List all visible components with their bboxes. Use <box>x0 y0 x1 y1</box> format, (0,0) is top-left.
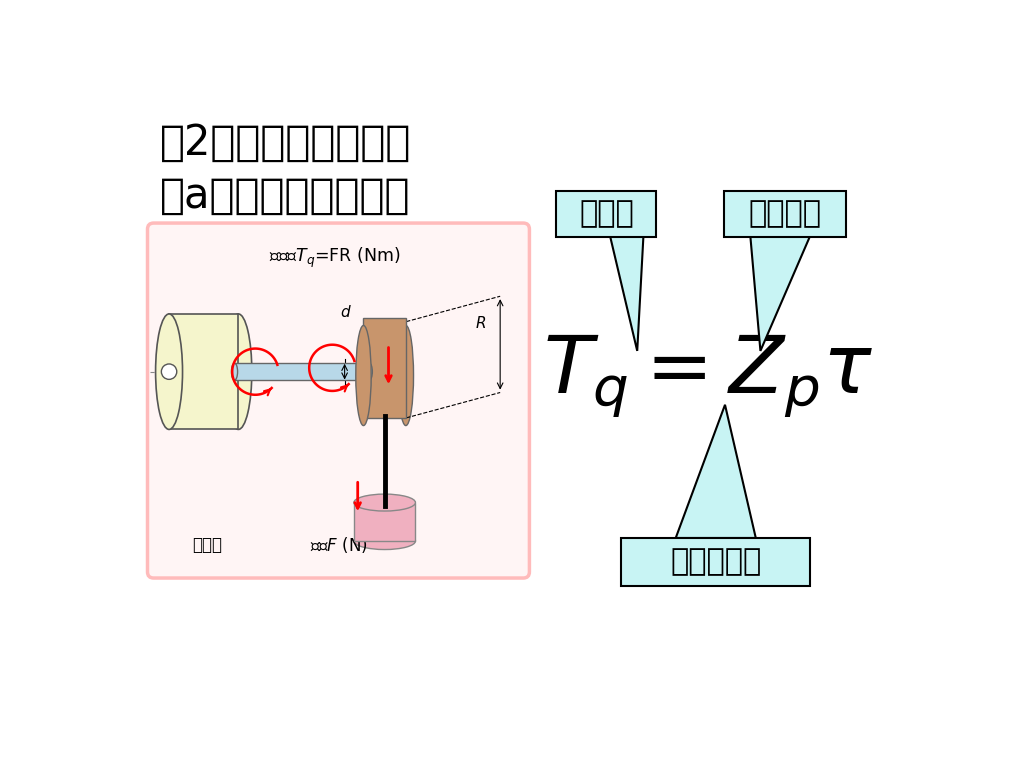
Polygon shape <box>610 237 643 351</box>
Text: せん断力: せん断力 <box>749 200 821 228</box>
Ellipse shape <box>398 326 414 425</box>
Ellipse shape <box>367 363 373 380</box>
Text: （2）　軸の強度計算: （2） 軸の強度計算 <box>160 121 412 164</box>
Bar <box>234 363 370 380</box>
Polygon shape <box>751 237 810 351</box>
FancyBboxPatch shape <box>724 190 846 237</box>
Ellipse shape <box>354 532 416 550</box>
Bar <box>354 502 416 541</box>
Text: （a）軸のねじれ荷重: （a）軸のねじれ荷重 <box>160 175 411 217</box>
Text: モータ: モータ <box>193 536 222 554</box>
Ellipse shape <box>354 494 416 511</box>
Ellipse shape <box>355 326 371 425</box>
Text: $d$: $d$ <box>340 304 352 320</box>
Ellipse shape <box>225 314 252 429</box>
FancyBboxPatch shape <box>556 190 656 237</box>
Circle shape <box>162 364 177 379</box>
Text: 負荷: 負荷 <box>367 374 387 392</box>
Text: トルク: トルク <box>579 200 634 228</box>
Ellipse shape <box>231 363 238 380</box>
Text: 極断面係数: 極断面係数 <box>670 548 762 576</box>
Text: 荷重$F$ (N): 荷重$F$ (N) <box>309 535 368 555</box>
Text: 駆動力: 駆動力 <box>195 343 224 362</box>
Bar <box>169 314 239 429</box>
FancyBboxPatch shape <box>147 223 529 578</box>
Text: トルク$T_q$=FR (Nm): トルク$T_q$=FR (Nm) <box>269 247 400 270</box>
Bar <box>364 318 406 418</box>
Polygon shape <box>676 405 756 538</box>
Text: $R$: $R$ <box>475 315 486 331</box>
FancyBboxPatch shape <box>622 538 810 586</box>
Text: $T_q = Z_p\tau$: $T_q = Z_p\tau$ <box>543 333 873 419</box>
Ellipse shape <box>156 314 182 429</box>
